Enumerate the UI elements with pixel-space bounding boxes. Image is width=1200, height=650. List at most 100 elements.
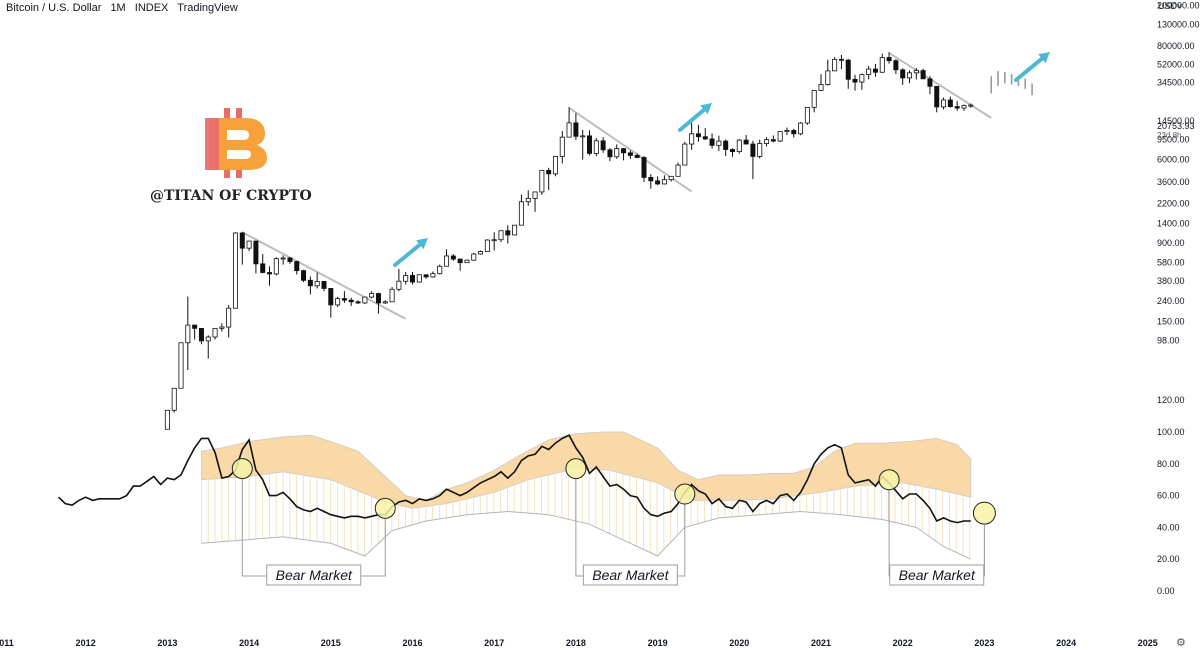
arrow-shaft (678, 104, 710, 132)
time-tick-label: 2022 (893, 638, 913, 648)
candle (804, 106, 810, 125)
candle-body (171, 387, 177, 411)
time-axis[interactable]: 2011 2012 2013 2014 2015 2016 2017 2018 2019 2020… (0, 638, 1158, 648)
candle (369, 291, 375, 299)
candle-body (729, 149, 735, 153)
candle-body (375, 293, 381, 304)
candle-body (852, 78, 858, 83)
candle (566, 107, 572, 138)
candle-body (430, 273, 436, 278)
time-tick-label: 2019 (648, 638, 668, 648)
candle-body (675, 164, 681, 177)
candle (416, 274, 422, 283)
candle (743, 135, 749, 145)
candle-body (859, 74, 865, 83)
candle-body (185, 324, 191, 344)
price-tick-label: 52000.00 (1157, 60, 1195, 70)
candle-body (716, 140, 722, 146)
candle-body (845, 59, 851, 80)
candle (947, 96, 953, 108)
candle (702, 128, 708, 140)
candle-body (655, 180, 661, 185)
time-tick-label: 2018 (566, 638, 586, 648)
symbol-name[interactable]: Bitcoin / U.S. Dollar (6, 2, 102, 14)
candle-body (267, 272, 273, 275)
candle-body (627, 152, 633, 156)
candle-body (668, 175, 674, 181)
candle (321, 280, 327, 292)
candle-body (212, 327, 218, 338)
candle-body (287, 257, 293, 262)
time-tick-label: 2024 (1056, 638, 1076, 648)
candle-body (580, 135, 586, 138)
bear-market-brackets: Bear Market Bear Market Bear Market (241, 478, 985, 586)
candle (845, 58, 851, 89)
candle (716, 135, 722, 151)
candle-body (369, 293, 375, 298)
gear-icon[interactable]: ⚙ (1176, 637, 1186, 649)
candle-body (907, 72, 913, 79)
bear-market-label: Bear Market (276, 567, 353, 583)
candle (798, 122, 804, 136)
candle (273, 257, 279, 276)
candle (226, 304, 232, 338)
candle (253, 240, 259, 274)
last-price-label: 20753.93 (1157, 121, 1195, 131)
candle-body (811, 89, 817, 108)
candle (444, 249, 450, 267)
candle-body (471, 253, 477, 261)
candle (859, 73, 865, 90)
candle (961, 104, 967, 111)
candle (689, 122, 695, 150)
candle-body (791, 130, 797, 135)
candle (621, 148, 627, 161)
candle-body (648, 177, 654, 182)
highlight-circle (674, 483, 696, 505)
candle-body (832, 58, 838, 72)
candle-body (362, 296, 368, 304)
currency-label: USD (1158, 1, 1178, 11)
candle-body (743, 139, 749, 145)
candle (478, 250, 484, 255)
price-tick-label: 14500.00 (1157, 116, 1195, 126)
candle (593, 138, 599, 157)
candle-body (593, 140, 599, 154)
bear-market-label-box (266, 564, 362, 586)
candle-body (634, 155, 640, 158)
last-price-tag: 20753.93 23d 8h (1157, 121, 1195, 140)
interval-label[interactable]: 1M (110, 2, 126, 14)
oscillator-axis[interactable]: 120.00 100.00 80.00 60.00 40.00 20.00 0.00 (1157, 395, 1185, 596)
up-arrow-icon (678, 103, 712, 132)
oscillator-tick-label: 60.00 (1157, 491, 1180, 501)
candle (164, 409, 170, 430)
candle (825, 59, 831, 86)
candle-body (457, 258, 463, 264)
candle (872, 63, 878, 77)
candle (505, 225, 511, 244)
price-tick-label: 150.00 (1157, 317, 1185, 327)
candle (484, 239, 490, 252)
up-arrow-icon (1014, 52, 1050, 82)
price-tick-label: 9500.00 (1157, 134, 1190, 144)
candle (198, 327, 204, 345)
price-axis[interactable]: 200000.00 130000.00 80000.00 52000.00 34500.… (1157, 1, 1200, 346)
candle-body (260, 263, 266, 273)
candle (362, 296, 368, 304)
arrow-head (700, 103, 712, 115)
candle (907, 70, 913, 83)
oscillator-pane: Bear Market Bear Market Bear Market (57, 431, 996, 586)
candle (941, 97, 947, 110)
candle-body (307, 279, 313, 287)
candle (627, 150, 633, 159)
time-tick-label: 2014 (239, 638, 259, 648)
candle (879, 53, 885, 73)
candle (471, 252, 477, 261)
candle (512, 224, 518, 236)
candle-body (403, 275, 409, 282)
candle-body (226, 307, 232, 328)
candle-body (478, 251, 484, 255)
currency-selector[interactable]: USD˅ (1158, 1, 1182, 11)
candle-body (198, 327, 204, 342)
candle-body (777, 131, 783, 142)
